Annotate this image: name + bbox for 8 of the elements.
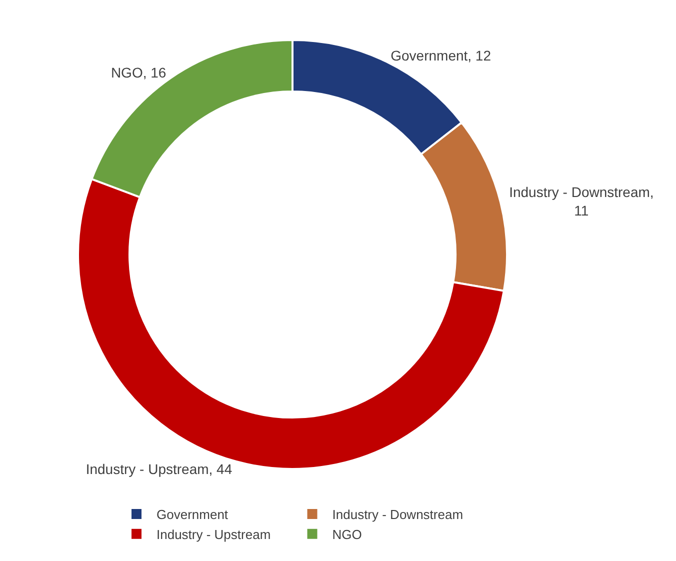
data-label: NGO, 16 <box>110 64 166 81</box>
data-label: Industry - Downstream, 11 <box>509 184 654 218</box>
legend-label: Government <box>156 507 228 522</box>
data-label: Government, 12 <box>390 47 492 64</box>
legend-label: NGO <box>332 526 362 542</box>
data-label: Industry - Upstream, 44 <box>86 460 232 477</box>
legend-label: Industry - Upstream <box>156 526 271 542</box>
legend-label: Industry - Downstream <box>332 507 464 522</box>
